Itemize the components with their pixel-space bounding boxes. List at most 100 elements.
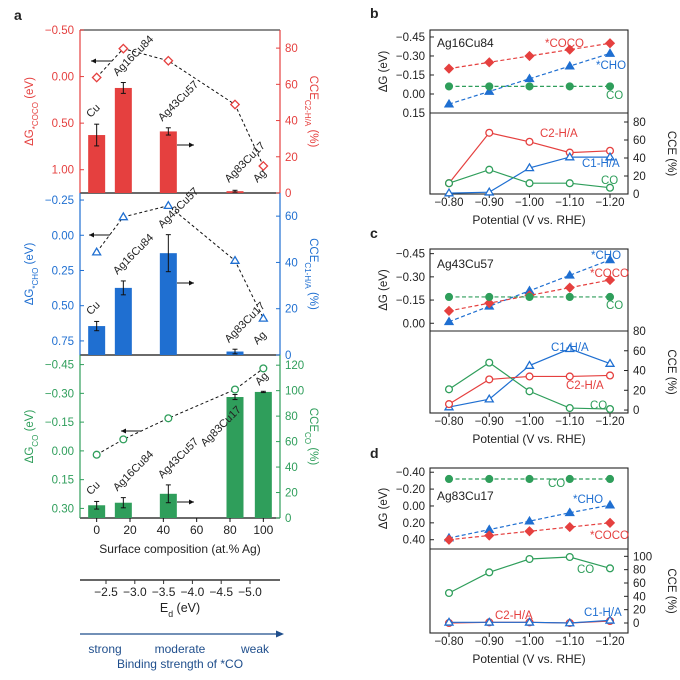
dG-marker [605, 292, 615, 302]
cce-tick-label: 0 [633, 405, 639, 417]
cce-marker [604, 358, 616, 367]
left-tick-label: 0.30 [52, 503, 74, 515]
cce-tick-label: 80 [633, 326, 646, 338]
dG-series-line [448, 52, 611, 105]
cce-tick-label: 40 [633, 153, 646, 165]
right-axis-title: CCECO (%) [304, 408, 320, 466]
dG-marker [524, 526, 535, 537]
cce-marker [564, 617, 575, 627]
text-part: ΔG [24, 129, 36, 146]
ed-axis-title: Ed (eV) [160, 601, 200, 619]
dG-series-line [448, 504, 611, 539]
x-tick-label: −1.10 [555, 416, 584, 428]
dG-marker [444, 292, 454, 302]
left-tick-label: 0.50 [52, 118, 74, 130]
x-axis-title: Surface composition (at.% Ag) [99, 542, 260, 556]
x-axis-title: Potential (V vs. RHE) [472, 652, 585, 666]
dG-marker [230, 385, 240, 394]
dG-marker [443, 316, 455, 326]
cce-marker [484, 617, 495, 626]
dG-tick-label: 0.00 [403, 318, 425, 330]
right-axis-arrow-head [189, 499, 194, 505]
cce-marker [444, 179, 454, 188]
binding-weak-label: weak [240, 642, 270, 656]
cce-axis-title: CCE (%) [665, 568, 677, 614]
cce-bar [114, 87, 132, 193]
left-tick-label: −0.15 [45, 417, 74, 429]
dG-series-label: *CHO [596, 60, 626, 72]
dG-marker [564, 44, 575, 55]
x-tick-label: −1.10 [555, 636, 584, 648]
dG-axis-title: ΔG (eV) [378, 269, 390, 311]
subscript: C1-H/A [304, 262, 313, 289]
cce-marker [565, 179, 574, 188]
text-part: (%) [307, 289, 319, 310]
dG-tick-label: −0.30 [396, 272, 425, 284]
dG-marker [564, 507, 575, 517]
text-part: (%) [307, 126, 319, 147]
x-tick-label: −1.00 [515, 416, 544, 428]
text-part: CCE [307, 76, 319, 101]
dG-tick-label: 0.40 [403, 535, 425, 547]
dG-marker [485, 82, 494, 91]
cce-marker [443, 187, 455, 197]
dG-marker [524, 73, 535, 83]
dG-marker [525, 82, 534, 91]
cce-marker [604, 615, 616, 624]
binding-moderate-label: moderate [155, 642, 206, 656]
dG-tick-label: 0.00 [403, 501, 425, 513]
cce-marker [484, 393, 495, 403]
left-tick-label: 0.75 [52, 336, 74, 348]
dG-marker [564, 60, 575, 70]
text-part: ΔG [24, 447, 36, 464]
dG-marker [91, 72, 102, 83]
cce-series-label: C2-H/A [495, 610, 533, 622]
x-tick-label: 20 [123, 523, 137, 537]
subscript: *CHO [31, 268, 40, 289]
subscript: CO [304, 432, 313, 444]
dG-marker [118, 43, 129, 54]
dG-tick-label: −0.15 [396, 70, 425, 82]
cce-bar [226, 397, 244, 518]
dG-marker [443, 98, 455, 108]
subscript: CO [31, 435, 40, 447]
left-tick-label: 0.50 [52, 301, 74, 313]
cce-marker [443, 617, 455, 626]
dG-marker [484, 298, 495, 309]
dG-marker [604, 48, 616, 57]
left-axis-title: ΔG*COCO (eV) [24, 77, 40, 146]
left-tick-label: −0.30 [45, 388, 74, 400]
dG-marker [92, 450, 101, 459]
cce-tick-label: 20 [633, 605, 646, 617]
right-axis-arrow-head [189, 280, 194, 286]
right-tick-label: 20 [285, 152, 298, 164]
text-part: CCE [307, 408, 319, 433]
dG-tick-label: −0.45 [396, 32, 425, 44]
cce-marker [444, 385, 454, 394]
cce-marker [564, 343, 575, 353]
dG-marker [604, 254, 616, 264]
cce-marker [525, 387, 534, 396]
dG-marker [485, 292, 494, 302]
x-tick-label: −1.00 [515, 197, 544, 209]
composition-title: Ag16Cu84 [437, 36, 494, 50]
cce-series-label: C2-H/A [540, 128, 578, 140]
right-tick-label: 60 [285, 79, 298, 91]
cce-marker [524, 360, 535, 369]
subscript: d [168, 609, 173, 619]
right-tick-label: 60 [285, 211, 298, 223]
dG-marker [443, 305, 455, 317]
x-tick-label: 40 [157, 523, 171, 537]
dG-marker [229, 255, 241, 264]
dG-marker [485, 474, 494, 484]
dG-tick-label: 0.15 [403, 108, 425, 120]
dG-tick-label: −0.15 [396, 295, 425, 307]
cce-bar [254, 391, 272, 518]
right-tick-label: 40 [285, 257, 298, 269]
left-tick-label: −0.45 [45, 360, 74, 372]
cce-marker [565, 404, 574, 413]
dG-series-label: *COCO [545, 38, 584, 50]
cce-marker [604, 151, 616, 161]
dG-series-label: *COCO [590, 268, 629, 280]
